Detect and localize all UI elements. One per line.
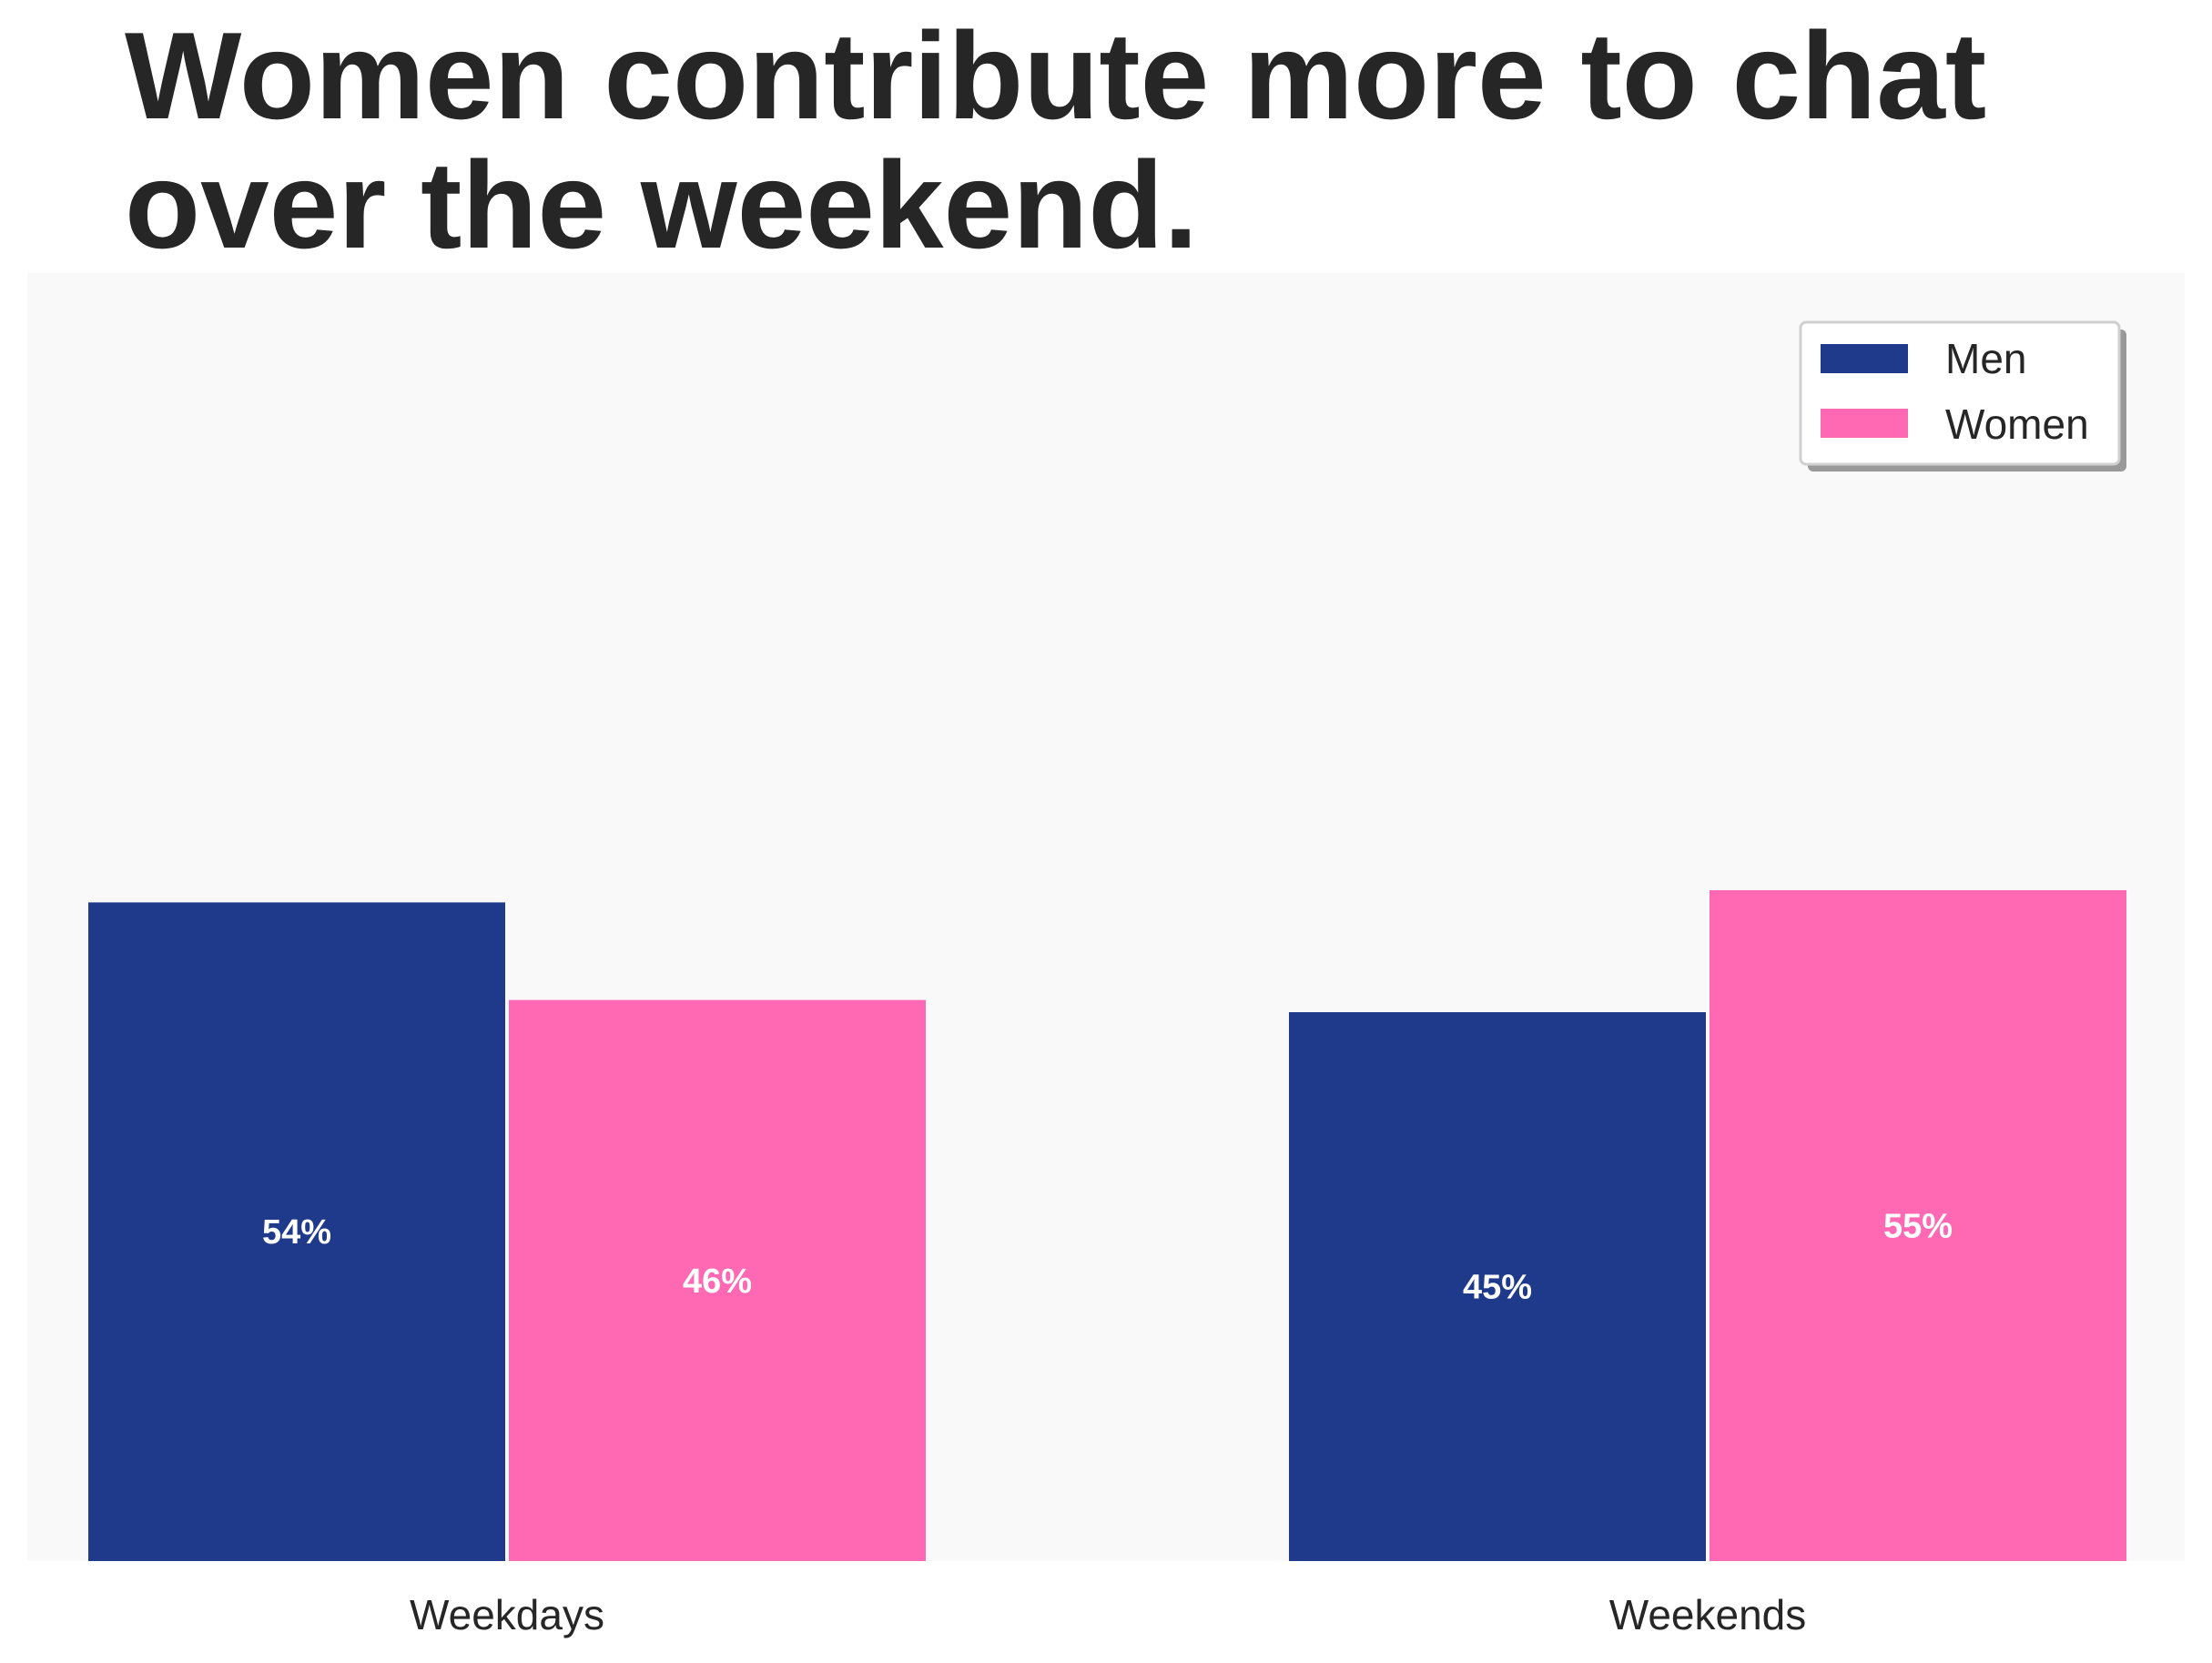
data-label-women-weekdays: 46% — [683, 1262, 752, 1301]
legend-label-women: Women — [1945, 401, 2089, 448]
legend-swatch-women — [1821, 409, 1908, 438]
bar-men-weekends — [1289, 1012, 1706, 1561]
chart-title-line-1: Women contribute more to chat — [125, 6, 1986, 145]
data-label-women-weekends: 55% — [1883, 1208, 1953, 1246]
data-label-men-weekdays: 54% — [262, 1213, 331, 1252]
data-labels-layer: 54% 46% 45% 55% — [262, 1208, 1953, 1307]
data-label-men-weekends: 45% — [1463, 1269, 1532, 1307]
x-tick-label-weekdays: Weekdays — [410, 1591, 604, 1638]
chart-title-line-2: over the weekend. — [125, 136, 1198, 274]
x-tick-label-weekends: Weekends — [1609, 1591, 1807, 1638]
legend: Men Women — [1799, 320, 2126, 472]
x-tick-labels: Weekdays Weekends — [410, 1591, 1806, 1638]
bars-layer — [88, 890, 2126, 1561]
legend-swatch-men — [1821, 344, 1908, 373]
bar-women-weekdays — [509, 999, 926, 1561]
bar-men-weekdays — [88, 902, 505, 1561]
bar-women-weekends — [1710, 890, 2126, 1561]
legend-label-men: Men — [1945, 335, 2026, 382]
